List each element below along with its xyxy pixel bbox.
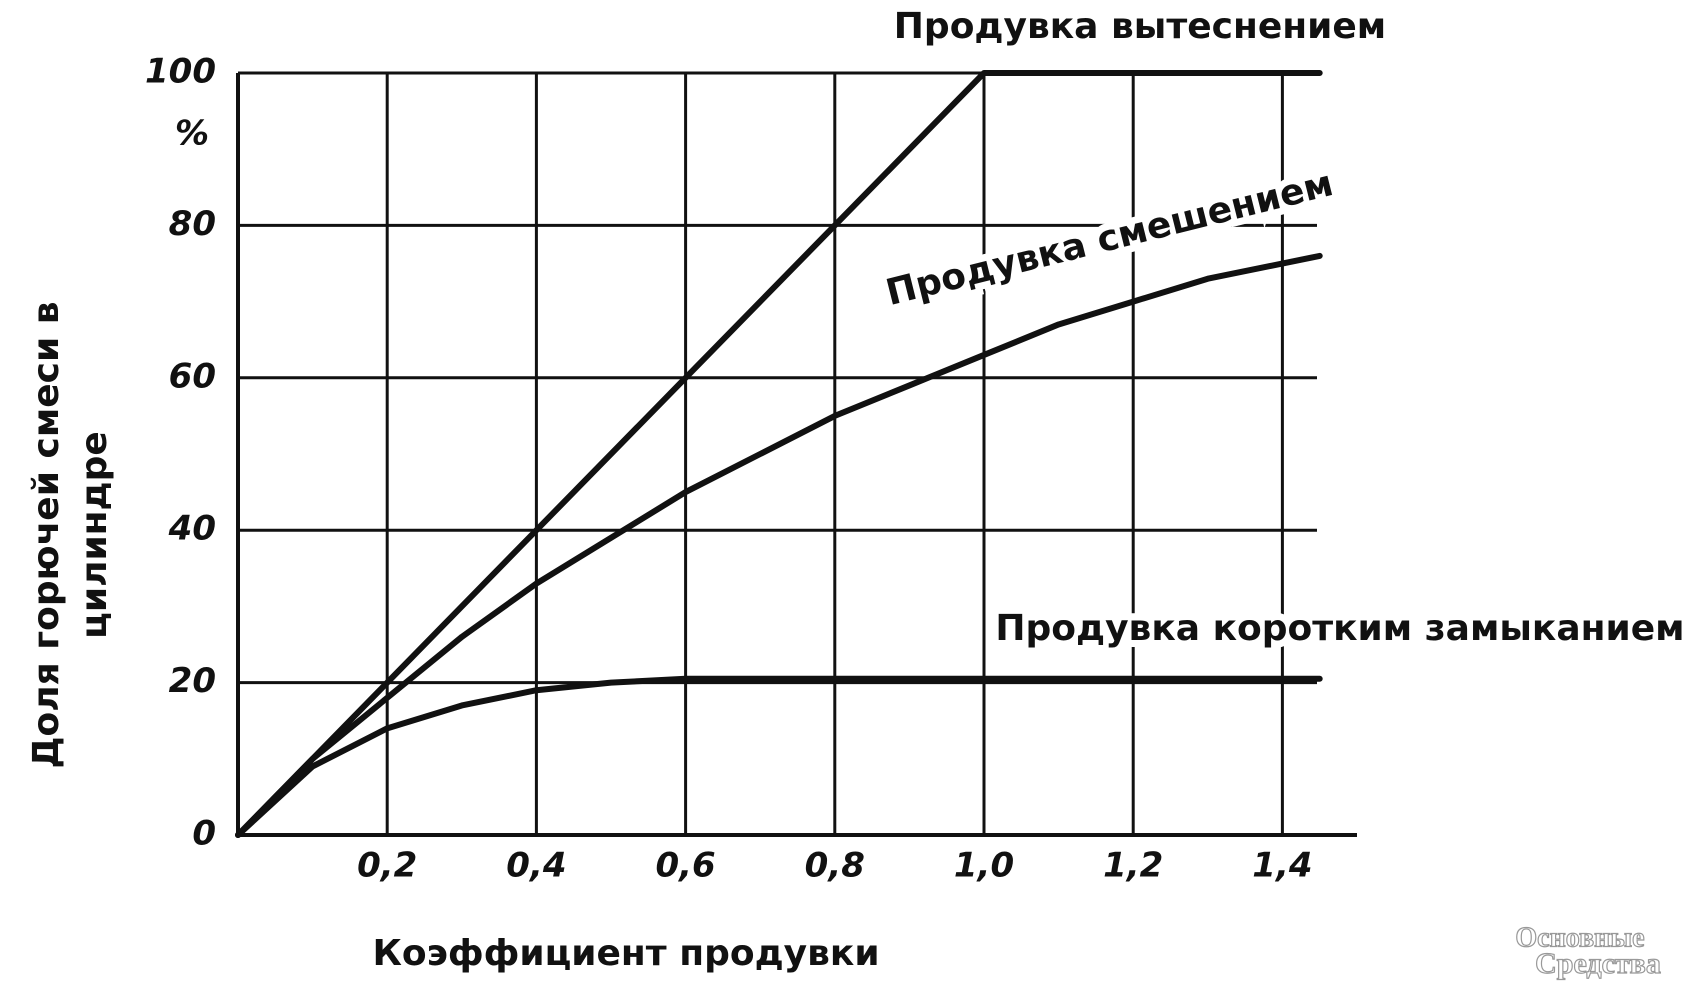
x-tick-label: 0,2 bbox=[357, 846, 417, 886]
y-axis-title-line: Доля горючей смеси в bbox=[26, 301, 67, 768]
series-line bbox=[235, 675, 1323, 838]
x-tick-label: 1,2 bbox=[1103, 846, 1163, 886]
watermark: Основные bbox=[1515, 922, 1644, 953]
y-tick-label: 20 bbox=[169, 661, 216, 701]
series-line bbox=[235, 252, 1323, 838]
series-label: Продувка вытеснением bbox=[894, 6, 1386, 47]
y-tick-label: 40 bbox=[168, 509, 216, 549]
x-tick-label: 1,0 bbox=[954, 846, 1014, 886]
y-tick-label: 0 bbox=[192, 814, 216, 854]
y-axis-title-line: цилиндре bbox=[74, 431, 115, 639]
series-line bbox=[235, 70, 1323, 838]
y-tick-label: 80 bbox=[169, 204, 216, 244]
x-tick-label: 0,4 bbox=[506, 846, 566, 886]
x-tick-label: 0,6 bbox=[655, 846, 715, 886]
x-tick-label: 1,4 bbox=[1252, 846, 1312, 886]
y-unit: % bbox=[175, 114, 209, 154]
series-label: Продувка смешением bbox=[882, 163, 1337, 314]
x-tick-label: 0,8 bbox=[805, 846, 865, 886]
y-tick-label: 60 bbox=[169, 356, 216, 396]
series-label: Продувка коротким замыканием bbox=[995, 608, 1684, 649]
watermark: Средства bbox=[1535, 947, 1661, 980]
y-tick-label: 100 bbox=[145, 52, 216, 92]
x-axis-title: Коэффициент продувки bbox=[372, 933, 879, 974]
y-axis-title: Доля горючей смеси в цилиндре bbox=[26, 301, 115, 768]
